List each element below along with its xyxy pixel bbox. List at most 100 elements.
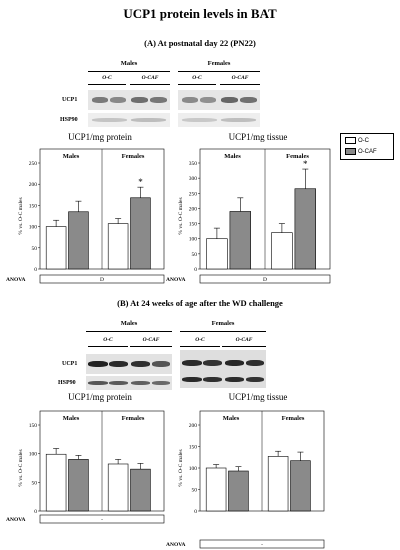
category-label: Males [63, 415, 80, 422]
legend-label-ocaf: O-CAF [358, 149, 377, 156]
blot-a-lane-oc-m: O-C [102, 75, 112, 81]
blot-b-females-label: Females [211, 320, 235, 327]
y-tick-label: 250 [29, 161, 38, 167]
legend-item-oc: O-C [345, 137, 369, 144]
bar-oc [267, 456, 289, 512]
blot-b-lane-ocaf-f: O-CAF [235, 337, 253, 343]
y-tick-label: 150 [29, 203, 38, 209]
bar-oc [205, 467, 227, 512]
blot-b-males-line [86, 331, 172, 332]
anova-box [199, 274, 331, 284]
y-tick-label: 150 [189, 445, 198, 451]
y-tick-label: 0 [34, 267, 37, 273]
y-tick-label: 200 [29, 182, 38, 188]
blot-a-males-label: Males [120, 60, 138, 67]
y-tick-label: 50 [192, 252, 198, 258]
chart-title: UCP1/mg protein [68, 392, 132, 402]
anova-box [39, 274, 165, 284]
blot-b-hsp90-males [86, 376, 172, 390]
category-label: Females [122, 153, 145, 160]
bar-oc [107, 463, 129, 512]
bar-oc [107, 223, 129, 270]
blot-b-lane-line [130, 346, 172, 347]
y-axis-label: % vs. O-C males [178, 449, 184, 486]
blot-a-lane-line [178, 84, 216, 85]
category-label: Females [286, 153, 309, 160]
bar-ocaf [294, 188, 316, 270]
category-label: Males [63, 153, 80, 160]
section-a-title: (A) At postnatal day 22 (PN22) [144, 38, 256, 48]
anova-value: - [261, 542, 263, 548]
blot-b-lane-oc-m: O-C [103, 337, 113, 343]
category-label: Females [122, 415, 145, 422]
significance-mark: * [138, 177, 143, 187]
y-tick-label: 150 [29, 423, 38, 429]
y-tick-label: 350 [189, 161, 198, 167]
bar-ocaf [68, 459, 89, 512]
anova-value: D [100, 277, 104, 283]
bar-oc [45, 453, 67, 512]
y-tick-label: 300 [189, 176, 198, 182]
blot-a-females-label: Females [207, 60, 231, 67]
y-tick-label: 100 [189, 466, 198, 472]
legend-swatch-oc [345, 137, 356, 144]
anova-value: D [263, 277, 267, 283]
blot-a-lane-line [88, 84, 126, 85]
bar-ocaf [228, 470, 249, 512]
blot-a-males-line [88, 71, 170, 72]
blot-b-hsp90-label: HSP90 [58, 380, 76, 386]
y-tick-label: 200 [189, 423, 198, 429]
y-tick-label: 100 [29, 452, 38, 458]
blot-a-females-line [178, 71, 260, 72]
blot-a-lane-line [220, 84, 260, 85]
bar-ocaf [290, 460, 311, 512]
anova-label: ANOVA [6, 517, 25, 523]
anova-box [199, 539, 325, 549]
blot-a-lane-ocaf-f: O-CAF [231, 75, 249, 81]
blot-a-hsp90-males [88, 113, 170, 127]
anova-label: ANOVA [166, 542, 185, 548]
y-tick-label: 0 [194, 509, 197, 515]
blot-b-lane-ocaf-m: O-CAF [142, 337, 160, 343]
blot-b-females [180, 350, 266, 388]
y-axis-label: % vs. O-C males [18, 449, 24, 486]
y-tick-label: 0 [194, 267, 197, 273]
blot-b-ucp1-label: UCP1 [62, 361, 78, 367]
significance-mark: * [303, 159, 308, 169]
blot-a-lane-line [130, 84, 170, 85]
blot-a-hsp90-females [178, 113, 260, 127]
blot-a-ucp1-label: UCP1 [62, 97, 78, 103]
blot-a-lane-ocaf-m: O-CAF [141, 75, 159, 81]
blot-b-lane-line [88, 346, 128, 347]
blot-b-females-line [180, 331, 266, 332]
y-tick-label: 200 [189, 206, 198, 212]
category-label: Males [223, 415, 240, 422]
figure-title: UCP1 protein levels in BAT [123, 6, 277, 21]
y-axis-label: % vs. O-C males [18, 197, 24, 234]
legend-label-oc: O-C [358, 138, 369, 145]
y-tick-label: 50 [32, 246, 38, 252]
category-label: Females [282, 415, 305, 422]
bar-oc [271, 232, 293, 270]
blot-b-lane-oc-f: O-C [195, 337, 205, 343]
bar-ocaf [68, 211, 89, 270]
blot-b-males-label: Males [120, 320, 138, 327]
anova-label: ANOVA [166, 277, 185, 283]
y-axis-label: % vs. O-C males [178, 197, 184, 234]
bar-ocaf [229, 211, 251, 270]
anova-label: ANOVA [6, 277, 25, 283]
y-tick-label: 0 [34, 509, 37, 515]
chart-title: UCP1/mg protein [68, 132, 132, 142]
legend: O-C O-CAF [340, 133, 394, 160]
category-label: Males [224, 153, 241, 160]
anova-value: - [101, 517, 103, 523]
blot-b-ucp1-males [86, 354, 172, 374]
blot-a-ucp1-females [178, 90, 260, 110]
blot-b: Males Females O-C O-CAF O-C O-CAF UCP1 H… [0, 300, 400, 400]
bar-oc [206, 238, 228, 270]
bar-oc [45, 226, 67, 270]
blot-b-lane-line [222, 346, 266, 347]
blot-a-lane-oc-f: O-C [192, 75, 202, 81]
anova-box [39, 514, 165, 524]
